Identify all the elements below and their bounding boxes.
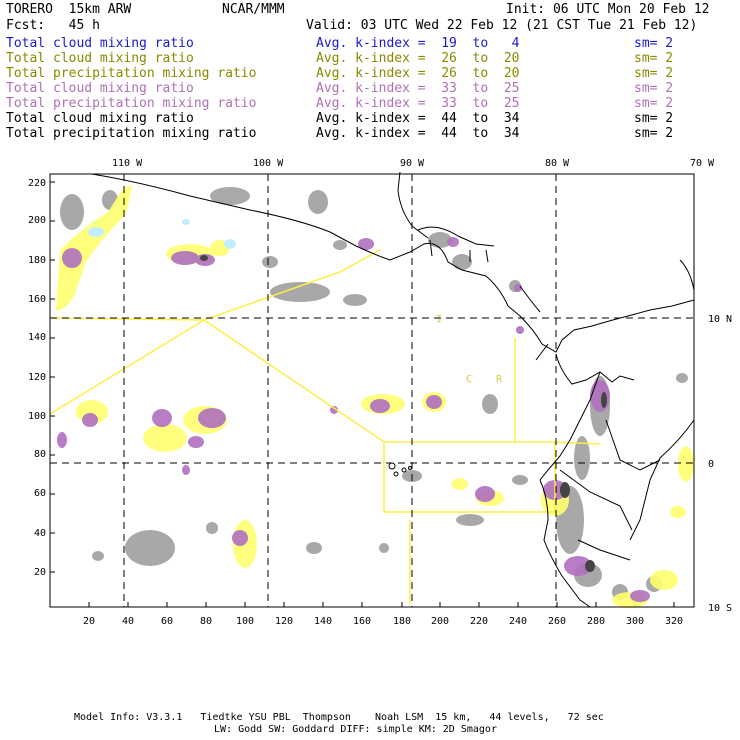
grid-tick-label: 200 (431, 616, 449, 627)
legend-field: Total cloud mixing ratio (6, 36, 194, 51)
latitude-label: 0 (708, 459, 714, 470)
legend-kindex: Avg. k-index = 44 to 34 (316, 126, 520, 141)
grid-tick-label: 60 (161, 616, 173, 627)
valid-time: Valid: 03 UTC Wed 22 Feb 12 (21 CST Tue … (306, 18, 698, 33)
legend-sm: sm= 2 (634, 81, 674, 96)
latitude-label: 10 N (708, 314, 732, 325)
coastlines (91, 171, 695, 608)
gray-cloud-areas (60, 187, 688, 600)
longitude-label: 110 W (112, 158, 143, 169)
graticule (50, 174, 694, 607)
longitude-label: 70 W (690, 158, 715, 169)
legend-sm: sm= 2 (634, 36, 674, 51)
grid-tick-label: 260 (548, 616, 566, 627)
grid-tick-label: 80 (200, 616, 212, 627)
region-letter: C (466, 374, 472, 385)
grid-tick-label: 100 (28, 411, 46, 422)
init-time: Init: 06 UTC Mon 20 Feb 12 (506, 2, 710, 17)
legend-sm: sm= 2 (634, 111, 674, 126)
grid-tick-label: 140 (28, 332, 46, 343)
legend-field: Total precipitation mixing ratio (6, 96, 257, 111)
latitude-label: 10 S (708, 603, 732, 614)
legend-kindex: Avg. k-index = 26 to 20 (316, 51, 520, 66)
model-info: Model Info: V3.3.1 Tiedtke YSU PBL Thomp… (74, 712, 604, 723)
legend-sm: sm= 2 (634, 96, 674, 111)
frame-ticks (50, 181, 675, 607)
cyan-areas (88, 219, 236, 249)
legend-sm: sm= 2 (634, 66, 674, 81)
legend-field: Total cloud mixing ratio (6, 51, 194, 66)
organization: NCAR/MMM (222, 2, 285, 17)
grid-tick-label: 240 (509, 616, 527, 627)
grid-tick-label: 160 (28, 294, 46, 305)
grid-tick-label: 20 (34, 567, 46, 578)
bottom-axis: 20 40 60 80 100 120 140 160 180 200 220 … (83, 616, 683, 627)
longitude-label: 80 W (545, 158, 570, 169)
legend-kindex: Avg. k-index = 19 to 4 (316, 36, 520, 51)
legend-field: Total precipitation mixing ratio (6, 126, 257, 141)
grid-tick-label: 300 (626, 616, 644, 627)
grid-tick-label: 120 (28, 372, 46, 383)
left-axis: 220 200 180 160 140 120 100 80 60 40 20 (28, 178, 46, 578)
grid-tick-label: 60 (34, 488, 46, 499)
analysis-region-outlines (49, 249, 601, 605)
grid-tick-label: 100 (236, 616, 254, 627)
legend-sm: sm= 2 (634, 51, 674, 66)
model-name: TORERO 15km ARW (6, 2, 132, 17)
region-letter: R (496, 374, 503, 385)
legend-field: Total cloud mixing ratio (6, 81, 194, 96)
legend-sm: sm= 2 (634, 126, 674, 141)
physics-info: LW: Godd SW: Goddard DIFF: simple KM: 2D… (214, 724, 497, 735)
legend-kindex: Avg. k-index = 33 to 25 (316, 96, 520, 111)
grid-tick-label: 120 (275, 616, 293, 627)
grid-tick-label: 40 (122, 616, 134, 627)
legend-kindex: Avg. k-index = 26 to 20 (316, 66, 520, 81)
legend-field: Total cloud mixing ratio (6, 111, 194, 126)
map-frame (49, 173, 695, 608)
grid-tick-label: 180 (393, 616, 411, 627)
region-letter: I (436, 314, 442, 325)
grid-tick-label: 220 (28, 178, 46, 189)
legend-field: Total precipitation mixing ratio (6, 66, 257, 81)
grid-tick-label: 200 (28, 215, 46, 226)
region-letters: I C R (436, 314, 503, 385)
grid-tick-label: 280 (587, 616, 605, 627)
grid-tick-label: 140 (314, 616, 332, 627)
grid-tick-label: 160 (353, 616, 371, 627)
legend-kindex: Avg. k-index = 33 to 25 (316, 81, 520, 96)
grid-tick-label: 180 (28, 255, 46, 266)
legend-kindex: Avg. k-index = 44 to 34 (316, 111, 520, 126)
grid-tick-label: 40 (34, 528, 46, 539)
longitude-label: 90 W (400, 158, 425, 169)
grid-tick-label: 220 (470, 616, 488, 627)
dark-cloud-cores (200, 255, 607, 572)
forecast-hour: Fcst: 45 h (6, 18, 100, 33)
grid-tick-label: 320 (665, 616, 683, 627)
grid-tick-label: 20 (83, 616, 95, 627)
longitude-label: 100 W (253, 158, 284, 169)
grid-tick-label: 80 (34, 449, 46, 460)
